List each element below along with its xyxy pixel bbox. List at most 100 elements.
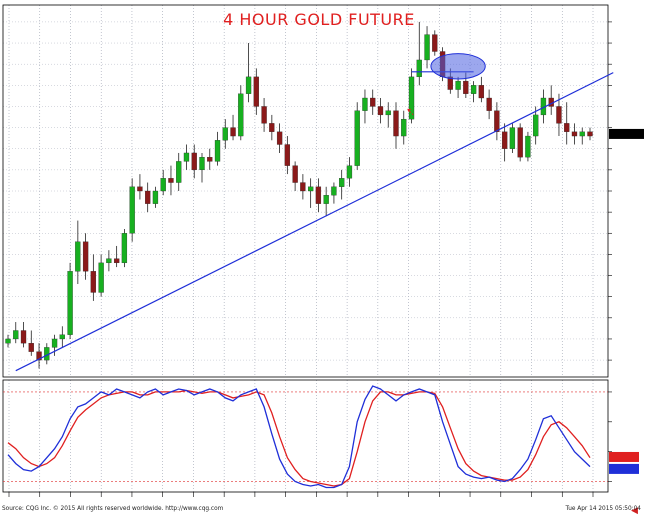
candle-body [424,34,430,61]
candle [245,43,252,103]
candle-body [579,131,585,137]
candle [385,102,391,128]
price-axis [608,21,644,361]
candle-body [245,76,252,94]
candle [323,186,329,217]
date-axis [8,492,594,497]
candle [339,169,345,200]
candle [470,81,477,103]
candle-body [121,233,128,264]
candle [191,144,197,179]
candle-body [51,338,58,348]
candle [533,106,539,145]
candle [28,330,34,356]
candle [207,148,213,170]
candle [20,322,27,348]
candle-body [354,110,360,166]
candle [168,165,174,196]
candle-body [160,178,166,192]
stoch-panel-frame [2,379,609,493]
candle [401,110,407,145]
candle [486,89,492,120]
candle [393,102,399,149]
candle-body [36,351,42,361]
candle [501,123,508,162]
candle [315,178,322,213]
candle-body [5,338,11,344]
candle [160,169,166,196]
candle-body [416,59,422,78]
candle-body [292,165,298,183]
candle [525,131,531,162]
candle [222,119,228,149]
candle [183,144,190,170]
candle-body [323,195,329,204]
candle-body [59,334,65,340]
candle-body [253,76,259,107]
candle [284,136,291,175]
candle-body [152,190,159,204]
candle [13,322,19,344]
candle [377,98,384,124]
candle-body [564,123,570,132]
candle [455,76,461,98]
candle-body [300,182,306,192]
candle [82,233,89,280]
candle [253,68,259,115]
candle [276,123,283,153]
candle [137,174,143,200]
candle [75,220,81,284]
candle-body [20,330,27,344]
candle [331,182,337,204]
candle [362,89,368,124]
candle-body [494,110,500,132]
candle-body [98,262,104,293]
candle [416,21,422,86]
stoch-k-line [7,385,591,489]
stoch-k-box [609,451,639,462]
candle [579,127,585,145]
candle-body [82,241,89,272]
candle-body [315,186,322,204]
candle-body [284,144,291,166]
candle-body [261,106,267,124]
candle [432,30,438,56]
candle-body [455,80,461,90]
candle-body [145,190,151,204]
candle [424,26,430,69]
candle [509,123,516,153]
candle [5,334,11,348]
candle-body [556,106,562,124]
candle-body [269,123,275,132]
candle-body [113,258,120,264]
candle [354,102,360,170]
candle-body [276,131,283,145]
arrow-line [407,109,414,116]
candle-body [191,152,197,171]
scroll-arrow-icon[interactable]: ◀ [631,506,638,516]
candle-body [517,127,523,158]
chart-title: 4 HOUR GOLD FUTURE [223,10,415,29]
candle-body [168,178,174,183]
candle [478,76,485,103]
candle [36,343,42,369]
candle-body [393,110,399,137]
candle [261,98,267,132]
highlight-ellipse-shape [430,53,486,80]
stoch-d-box [609,463,639,474]
candle-body [28,343,34,352]
candle-body [501,131,508,149]
candle-body [176,161,182,183]
candle-body [478,85,485,99]
stoch-d-line [7,389,591,487]
candle [587,127,593,141]
candle-body [214,140,221,162]
candle-body [377,106,384,116]
stochastic-panel [3,385,639,489]
candle-body [525,135,531,158]
candle-body [222,127,228,141]
candle-body [571,131,578,137]
candle [346,157,353,187]
candle-body [307,186,314,192]
